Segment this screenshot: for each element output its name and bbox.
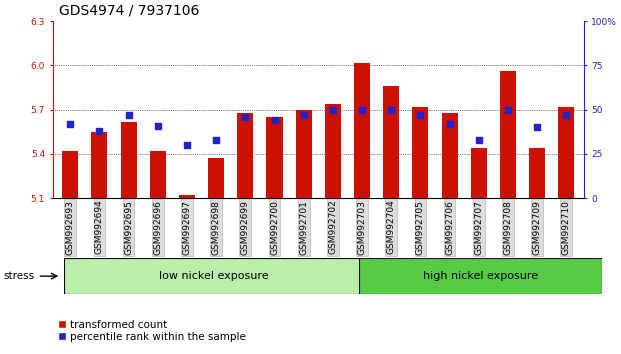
- Bar: [237, 113, 253, 198]
- Point: [182, 142, 192, 148]
- Bar: [296, 110, 312, 198]
- Text: GDS4974 / 7937106: GDS4974 / 7937106: [59, 4, 199, 18]
- Bar: [383, 86, 399, 198]
- Point: [211, 137, 221, 143]
- FancyBboxPatch shape: [360, 258, 602, 294]
- Point: [415, 112, 425, 118]
- Bar: [179, 195, 195, 198]
- Point: [532, 125, 542, 130]
- Bar: [266, 117, 283, 198]
- Text: high nickel exposure: high nickel exposure: [423, 271, 538, 281]
- Point: [124, 112, 134, 118]
- Bar: [442, 113, 458, 198]
- Point: [386, 107, 396, 113]
- Bar: [62, 151, 78, 198]
- Point: [65, 121, 75, 127]
- Bar: [91, 132, 107, 198]
- Legend: transformed count, percentile rank within the sample: transformed count, percentile rank withi…: [58, 320, 247, 342]
- Bar: [471, 148, 487, 198]
- Bar: [354, 63, 370, 198]
- Point: [445, 121, 455, 127]
- Bar: [529, 148, 545, 198]
- Point: [240, 114, 250, 120]
- Text: low nickel exposure: low nickel exposure: [158, 271, 268, 281]
- Point: [270, 118, 279, 123]
- Bar: [500, 72, 516, 198]
- Point: [299, 112, 309, 118]
- Text: stress: stress: [3, 271, 34, 281]
- Point: [561, 112, 571, 118]
- Bar: [208, 158, 224, 198]
- Bar: [120, 121, 137, 198]
- Bar: [325, 104, 341, 198]
- Point: [474, 137, 484, 143]
- Point: [357, 107, 367, 113]
- FancyBboxPatch shape: [65, 258, 363, 294]
- Bar: [412, 107, 428, 198]
- Bar: [558, 107, 574, 198]
- Bar: [150, 151, 166, 198]
- Point: [328, 107, 338, 113]
- Point: [153, 123, 163, 129]
- Point: [503, 107, 513, 113]
- Point: [94, 128, 104, 134]
